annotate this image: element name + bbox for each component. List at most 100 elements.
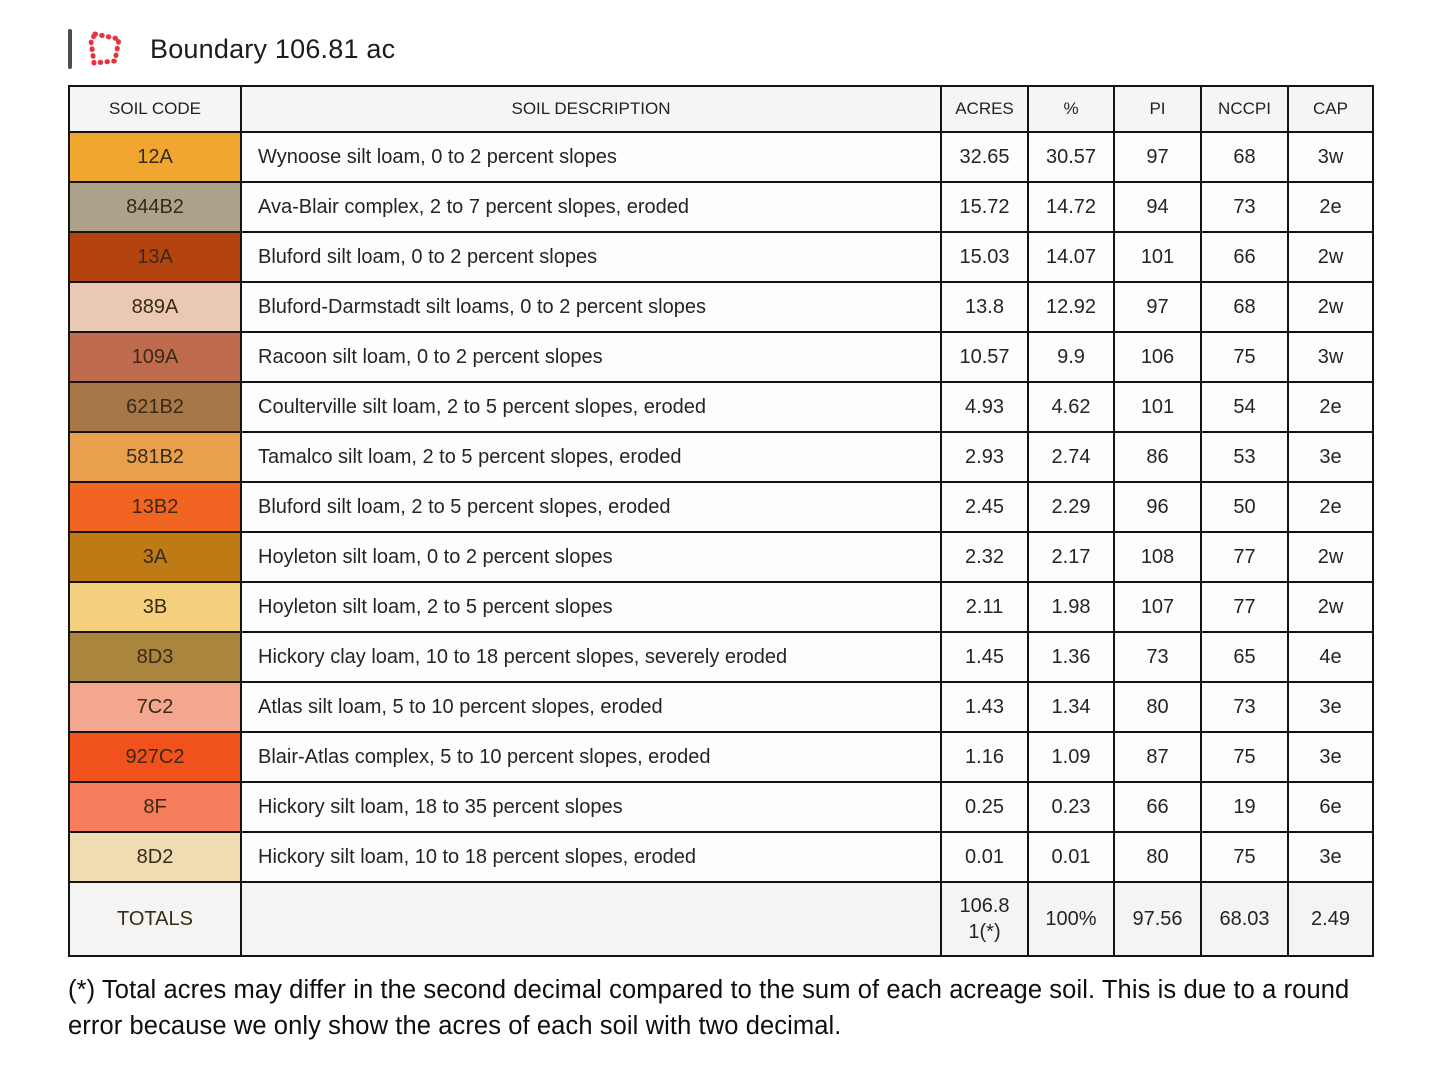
col-header-pi: PI	[1113, 85, 1202, 133]
soil-code-cell: 7C2	[68, 681, 242, 733]
acres-cell: 32.65	[940, 131, 1029, 183]
table-row: 109A Racoon silt loam, 0 to 2 percent sl…	[68, 331, 1374, 383]
soil-description-cell: Coulterville silt loam, 2 to 5 percent s…	[240, 381, 942, 433]
percent-cell: 14.07	[1027, 231, 1115, 283]
soil-description-cell: Racoon silt loam, 0 to 2 percent slopes	[240, 331, 942, 383]
nccpi-cell: 75	[1200, 731, 1289, 783]
soil-code-cell: 927C2	[68, 731, 242, 783]
table-row: 581B2 Tamalco silt loam, 2 to 5 percent …	[68, 431, 1374, 483]
pi-cell: 97	[1113, 281, 1202, 333]
acres-cell: 15.72	[940, 181, 1029, 233]
table-row: 621B2 Coulterville silt loam, 2 to 5 per…	[68, 381, 1374, 433]
soil-code-cell: 621B2	[68, 381, 242, 433]
acres-cell: 0.25	[940, 781, 1029, 833]
acres-cell: 4.93	[940, 381, 1029, 433]
soil-code-cell: 844B2	[68, 181, 242, 233]
soil-code-cell: 3B	[68, 581, 242, 633]
pi-cell: 96	[1113, 481, 1202, 533]
soil-description-cell: Bluford-Darmstadt silt loams, 0 to 2 per…	[240, 281, 942, 333]
col-header-soil-code: SOIL CODE	[68, 85, 242, 133]
percent-cell: 1.34	[1027, 681, 1115, 733]
soil-code-cell: 3A	[68, 531, 242, 583]
divider	[68, 29, 72, 69]
table-row: 927C2 Blair-Atlas complex, 5 to 10 perce…	[68, 731, 1374, 783]
nccpi-cell: 50	[1200, 481, 1289, 533]
percent-cell: 9.9	[1027, 331, 1115, 383]
pi-cell: 73	[1113, 631, 1202, 683]
totals-nccpi: 68.03	[1200, 881, 1289, 957]
cap-cell: 2w	[1287, 531, 1374, 583]
table-row: 12A Wynoose silt loam, 0 to 2 percent sl…	[68, 131, 1374, 183]
pi-cell: 107	[1113, 581, 1202, 633]
cap-cell: 2e	[1287, 481, 1374, 533]
percent-cell: 14.72	[1027, 181, 1115, 233]
acres-cell: 2.11	[940, 581, 1029, 633]
pi-cell: 80	[1113, 831, 1202, 883]
soil-table: SOIL CODE SOIL DESCRIPTION ACRES % PI NC…	[68, 85, 1374, 957]
soil-code-cell: 8D3	[68, 631, 242, 683]
acres-cell: 1.16	[940, 731, 1029, 783]
acres-cell: 10.57	[940, 331, 1029, 383]
col-header-nccpi: NCCPI	[1200, 85, 1289, 133]
footnote: (*) Total acres may differ in the second…	[68, 976, 1350, 1041]
col-header-soil-description: SOIL DESCRIPTION	[240, 85, 942, 133]
cap-cell: 3e	[1287, 681, 1374, 733]
soil-code-cell: 889A	[68, 281, 242, 333]
totals-label: TOTALS	[68, 881, 242, 957]
pi-cell: 94	[1113, 181, 1202, 233]
nccpi-cell: 66	[1200, 231, 1289, 283]
soil-code-cell: 8D2	[68, 831, 242, 883]
soil-description-cell: Hoyleton silt loam, 0 to 2 percent slope…	[240, 531, 942, 583]
cap-cell: 2w	[1287, 281, 1374, 333]
nccpi-cell: 73	[1200, 681, 1289, 733]
cap-cell: 3w	[1287, 331, 1374, 383]
totals-cap: 2.49	[1287, 881, 1374, 957]
boundary-polygon-icon	[88, 31, 122, 66]
totals-row: TOTALS 106.81(*) 100% 97.56 68.03 2.49	[68, 881, 1374, 957]
cap-cell: 6e	[1287, 781, 1374, 833]
percent-cell: 2.29	[1027, 481, 1115, 533]
nccpi-cell: 77	[1200, 581, 1289, 633]
totals-desc-empty	[240, 881, 942, 957]
totals-pi: 97.56	[1113, 881, 1202, 957]
pi-cell: 87	[1113, 731, 1202, 783]
nccpi-cell: 68	[1200, 281, 1289, 333]
pi-cell: 101	[1113, 231, 1202, 283]
boundary-title: Boundary 106.81 ac	[150, 33, 396, 64]
cap-cell: 2e	[1287, 381, 1374, 433]
percent-cell: 1.36	[1027, 631, 1115, 683]
soil-description-cell: Wynoose silt loam, 0 to 2 percent slopes	[240, 131, 942, 183]
nccpi-cell: 65	[1200, 631, 1289, 683]
table-footer: TOTALS 106.81(*) 100% 97.56 68.03 2.49	[68, 881, 1374, 957]
col-header-percent: %	[1027, 85, 1115, 133]
pi-cell: 66	[1113, 781, 1202, 833]
cap-cell: 3e	[1287, 831, 1374, 883]
soil-description-cell: Hickory clay loam, 10 to 18 percent slop…	[240, 631, 942, 683]
cap-cell: 3w	[1287, 131, 1374, 183]
nccpi-cell: 77	[1200, 531, 1289, 583]
boundary-header: Boundary 106.81 ac	[68, 26, 1372, 72]
cap-cell: 4e	[1287, 631, 1374, 683]
soil-code-cell: 13A	[68, 231, 242, 283]
col-header-acres: ACRES	[940, 85, 1029, 133]
soil-description-cell: Bluford silt loam, 0 to 2 percent slopes	[240, 231, 942, 283]
soil-code-cell: 12A	[68, 131, 242, 183]
acres-cell: 13.8	[940, 281, 1029, 333]
acres-cell: 2.32	[940, 531, 1029, 583]
table-header: SOIL CODE SOIL DESCRIPTION ACRES % PI NC…	[68, 85, 1374, 133]
nccpi-cell: 73	[1200, 181, 1289, 233]
percent-cell: 4.62	[1027, 381, 1115, 433]
percent-cell: 30.57	[1027, 131, 1115, 183]
soil-description-cell: Tamalco silt loam, 2 to 5 percent slopes…	[240, 431, 942, 483]
pi-cell: 108	[1113, 531, 1202, 583]
acres-cell: 0.01	[940, 831, 1029, 883]
nccpi-cell: 19	[1200, 781, 1289, 833]
soil-code-cell: 581B2	[68, 431, 242, 483]
percent-cell: 2.74	[1027, 431, 1115, 483]
table-row: 889A Bluford-Darmstadt silt loams, 0 to …	[68, 281, 1374, 333]
percent-cell: 1.98	[1027, 581, 1115, 633]
pi-cell: 101	[1113, 381, 1202, 433]
table-row: 13A Bluford silt loam, 0 to 2 percent sl…	[68, 231, 1374, 283]
cap-cell: 2e	[1287, 181, 1374, 233]
